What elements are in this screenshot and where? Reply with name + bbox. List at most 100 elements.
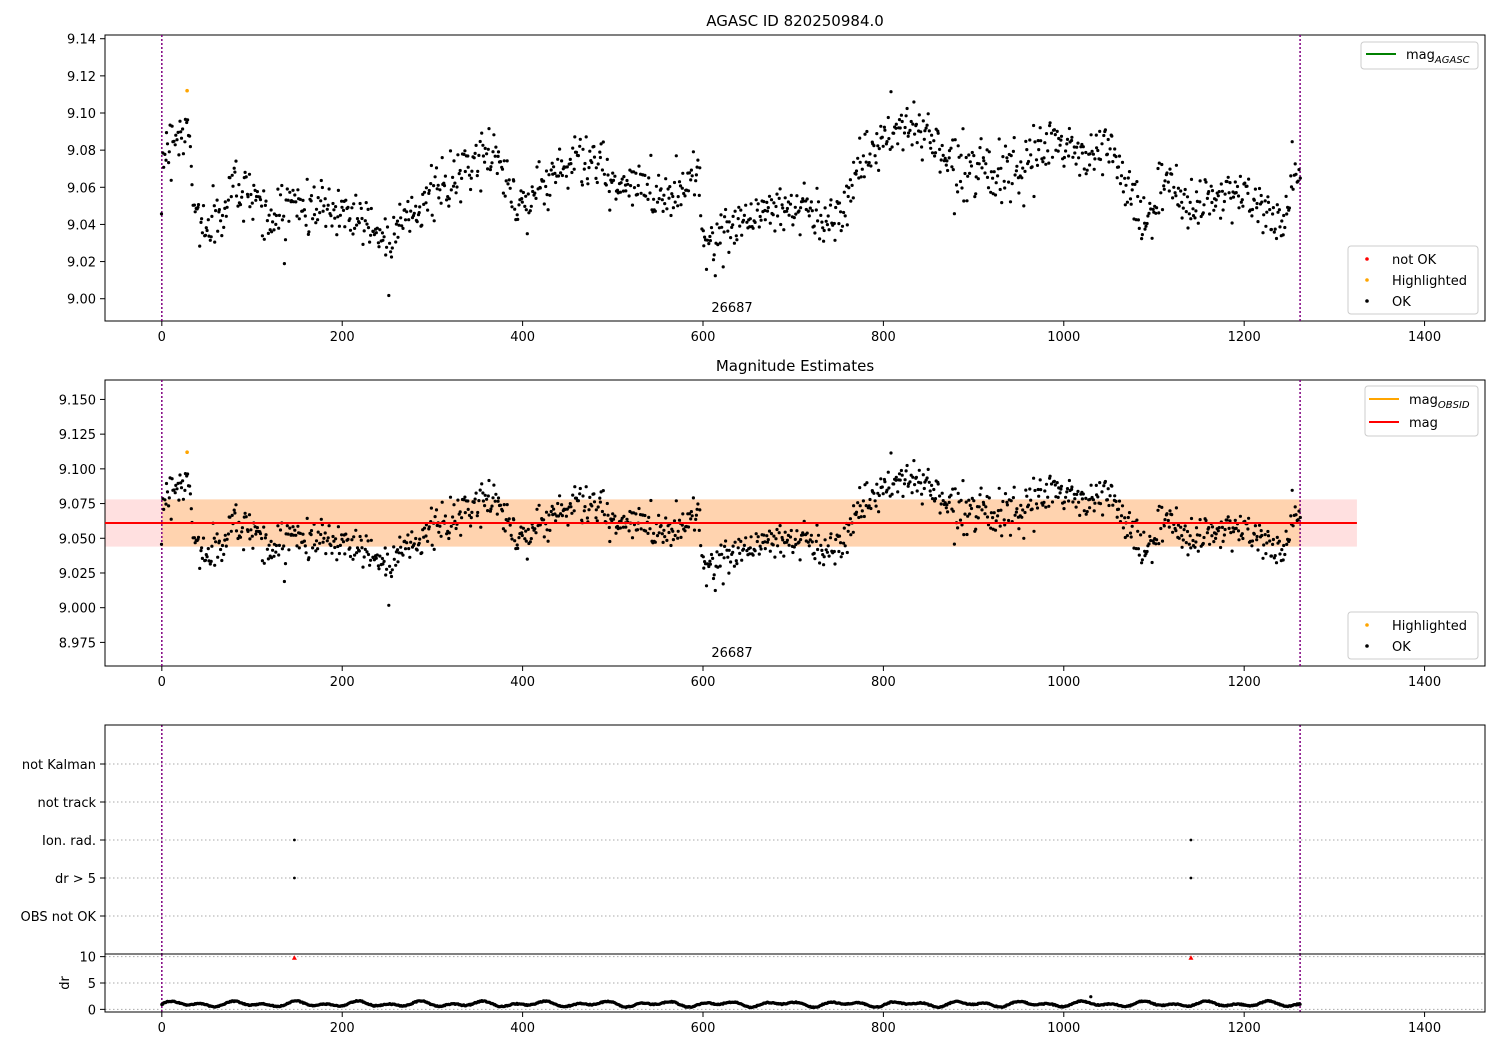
ok-point <box>578 144 582 148</box>
ok-point <box>886 470 890 474</box>
ok-point <box>739 208 743 212</box>
ok-point <box>947 149 952 153</box>
ok-point <box>968 160 972 164</box>
ok-point <box>1149 539 1153 543</box>
ok-point <box>731 544 735 548</box>
ok-point <box>1056 495 1060 499</box>
ok-point <box>1074 505 1078 509</box>
ok-point <box>1261 556 1265 560</box>
ok-point <box>758 214 762 219</box>
ok-point <box>904 469 908 473</box>
ok-point <box>605 501 609 506</box>
ok-point <box>1105 152 1109 156</box>
ok-point <box>318 211 322 215</box>
ok-point <box>639 191 643 195</box>
ok-point <box>720 552 724 556</box>
ok-point <box>1191 538 1195 543</box>
ok-point <box>535 507 539 511</box>
dr-overflow-marker <box>291 955 297 960</box>
ok-point <box>409 209 413 213</box>
ok-point <box>1015 164 1019 168</box>
ok-point <box>1136 547 1140 551</box>
ok-point <box>1059 138 1063 142</box>
ok-point <box>1047 504 1051 508</box>
ok-point <box>1032 194 1036 199</box>
ok-point <box>906 134 910 138</box>
ok-point <box>720 225 724 229</box>
ok-point <box>496 150 501 154</box>
ok-point <box>840 224 845 228</box>
ok-point <box>307 230 311 234</box>
x-tick-label: 1000 <box>1047 1021 1080 1036</box>
ok-point <box>788 535 793 539</box>
ok-point <box>821 226 825 230</box>
ok-point <box>759 547 763 551</box>
ok-point <box>469 187 473 192</box>
ok-point <box>1065 490 1069 494</box>
ok-point <box>1133 182 1137 186</box>
ok-point <box>481 154 485 158</box>
ok-point <box>454 526 458 531</box>
ok-point <box>776 544 780 548</box>
ok-point <box>417 211 421 215</box>
ok-point <box>467 173 472 177</box>
ok-point <box>298 197 302 201</box>
ok-point <box>223 200 227 204</box>
ok-point <box>260 234 264 238</box>
ok-point <box>573 485 577 489</box>
ok-point <box>274 222 278 226</box>
ok-point <box>316 196 320 200</box>
ok-point <box>993 193 998 197</box>
ok-point <box>824 219 828 223</box>
ok-point <box>754 198 758 202</box>
ok-point <box>418 205 422 209</box>
ok-point <box>648 527 652 531</box>
ok-point <box>476 510 480 515</box>
ok-point <box>1110 484 1114 488</box>
ok-point <box>495 171 499 176</box>
ok-point <box>816 533 821 537</box>
ok-point <box>1012 485 1016 489</box>
ok-point <box>795 194 799 198</box>
ok-point <box>913 132 917 136</box>
ok-point <box>1298 515 1302 520</box>
ok-point <box>1188 200 1192 204</box>
ok-point <box>826 544 830 548</box>
ok-point <box>1007 180 1011 184</box>
ok-point <box>1084 496 1088 500</box>
ok-point <box>412 211 416 215</box>
ok-point <box>596 162 600 166</box>
ok-point <box>951 138 955 142</box>
ok-point <box>335 558 339 562</box>
ok-point <box>264 533 268 537</box>
ok-point <box>1231 530 1236 534</box>
ok-point <box>193 541 197 545</box>
ok-point <box>412 542 416 546</box>
ok-point <box>922 486 926 491</box>
ok-point <box>1065 142 1069 146</box>
ok-point <box>1021 508 1025 512</box>
x-tick-label: 1200 <box>1228 330 1261 345</box>
ok-point <box>314 549 318 553</box>
ok-point <box>1073 497 1077 501</box>
ok-point <box>388 241 392 245</box>
ok-point <box>766 538 770 542</box>
ok-point <box>545 193 549 197</box>
ok-point <box>910 491 914 495</box>
ok-point <box>296 524 300 528</box>
ok-point <box>587 508 591 512</box>
ok-point <box>956 144 960 148</box>
ok-point <box>806 540 810 544</box>
ok-point <box>291 533 296 537</box>
ok-point <box>1159 526 1163 531</box>
ok-point <box>787 543 791 547</box>
ok-point <box>440 156 444 160</box>
ok-point <box>1022 204 1026 208</box>
ok-point <box>1227 526 1231 531</box>
ok-point <box>429 182 433 186</box>
ok-point <box>336 525 340 529</box>
ok-point <box>664 516 668 520</box>
ok-point <box>1168 509 1172 513</box>
ok-point <box>657 531 661 535</box>
